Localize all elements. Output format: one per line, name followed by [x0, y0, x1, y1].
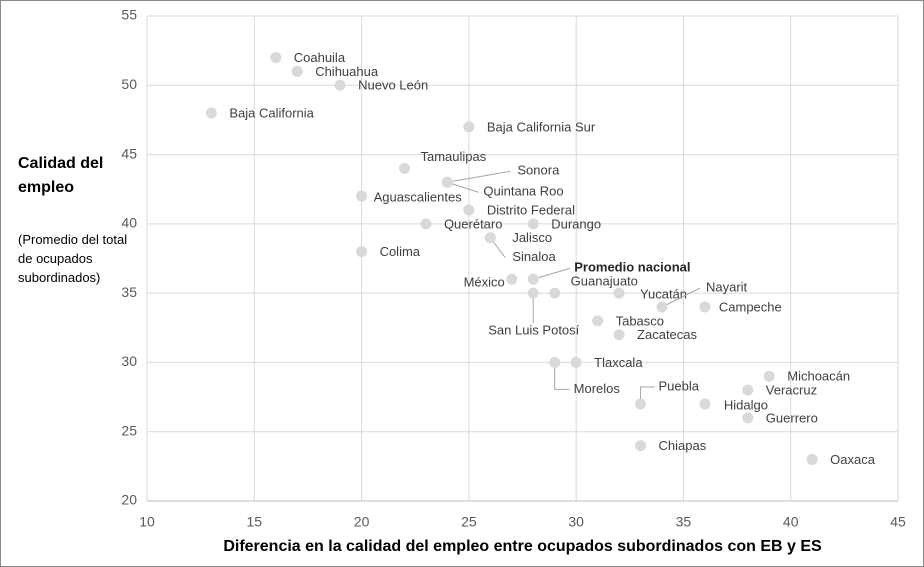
point-label: Zacatecas: [637, 327, 697, 342]
point-label: Querétaro: [444, 216, 503, 231]
point-label: Yucatán: [640, 287, 687, 302]
point-label: Tlaxcala: [594, 355, 643, 370]
point: [742, 384, 754, 396]
point: [763, 370, 775, 382]
point: [699, 301, 711, 313]
leader-line: [554, 362, 570, 390]
point: [527, 218, 539, 230]
leader-line: [447, 170, 511, 183]
point: [356, 190, 368, 202]
point-label: Guanajuato: [571, 274, 638, 289]
x-tick-label: 35: [676, 514, 692, 530]
point-label: Nayarit: [706, 279, 748, 294]
point: [506, 273, 518, 285]
point: [441, 176, 453, 188]
x-axis-title: Diferencia en la calidad del empleo entr…: [223, 538, 822, 555]
point-label: Michoacán: [787, 369, 850, 384]
point-label: Veracruz: [766, 383, 817, 398]
point: [549, 356, 561, 368]
leader-line: [640, 386, 655, 404]
point-label: Oaxaca: [830, 452, 876, 467]
point-label: Baja California Sur: [487, 119, 596, 134]
y-axis-title: Calidad del empleo: [18, 155, 104, 196]
point-label: Promedio nacional: [574, 260, 690, 275]
point: [420, 218, 432, 230]
point: [806, 453, 818, 465]
point: [613, 287, 625, 299]
point-label: Baja California: [229, 105, 314, 120]
point-label: Jalisco: [512, 230, 552, 245]
point-label: Distrito Federal: [487, 202, 575, 217]
y-tick-label: 45: [121, 145, 137, 161]
point: [549, 287, 561, 299]
y-tick-label: 40: [121, 215, 137, 231]
point-label: Tamaulipas: [420, 149, 486, 164]
point-label: Morelos: [574, 381, 621, 396]
point-label: Nuevo León: [358, 78, 428, 93]
point: [463, 121, 475, 133]
y-tick-label: 50: [121, 76, 137, 92]
x-tick-label: 30: [568, 514, 584, 530]
point: [356, 246, 368, 258]
x-tick-label: 45: [890, 514, 906, 530]
point-label: Chiapas: [659, 438, 707, 453]
leader-line: [661, 287, 701, 308]
y-tick-label: 35: [121, 284, 137, 300]
point: [484, 232, 496, 244]
y-tick-label: 25: [121, 422, 137, 438]
point: [635, 440, 647, 452]
point-label: Campeche: [719, 299, 782, 314]
point-label: Aguascalientes: [374, 190, 463, 205]
point: [463, 204, 475, 216]
x-tick-label: 25: [461, 514, 477, 530]
point: [699, 398, 711, 410]
point: [613, 329, 625, 341]
point: [527, 273, 539, 285]
point-label: Quintana Roo: [483, 184, 563, 199]
point: [592, 315, 604, 327]
x-tick-label: 20: [354, 514, 370, 530]
point-label: Colima: [380, 244, 421, 259]
point-label: Chihuahua: [315, 64, 379, 79]
y-axis-subtitle: (Promedio del total de ocupados subordin…: [18, 232, 128, 285]
point-label: Durango: [551, 216, 601, 231]
x-tick-label: 15: [246, 514, 262, 530]
point-label: Sonora: [517, 163, 560, 178]
point-label: Tabasco: [616, 313, 664, 328]
leader-line: [533, 267, 571, 280]
point: [570, 356, 582, 368]
y-tick-label: 20: [121, 492, 137, 508]
point-label: Sinaloa: [512, 249, 556, 264]
point: [656, 301, 668, 313]
point: [205, 107, 217, 119]
point: [398, 162, 410, 174]
point-label: Guerrero: [766, 410, 818, 425]
point: [527, 287, 539, 299]
point: [742, 412, 754, 424]
point: [334, 79, 346, 91]
point-label: Hidalgo: [724, 397, 768, 412]
point: [635, 398, 647, 410]
point: [291, 65, 303, 77]
point-label: San Luis Potosí: [488, 323, 579, 338]
y-tick-label: 30: [121, 353, 137, 369]
y-tick-label: 55: [121, 7, 137, 23]
x-tick-label: 40: [783, 514, 799, 530]
point-label: México: [464, 275, 505, 290]
point-label: Coahuila: [294, 50, 346, 65]
x-tick-label: 10: [139, 514, 155, 530]
point: [270, 52, 282, 64]
point-label: Puebla: [659, 378, 700, 393]
